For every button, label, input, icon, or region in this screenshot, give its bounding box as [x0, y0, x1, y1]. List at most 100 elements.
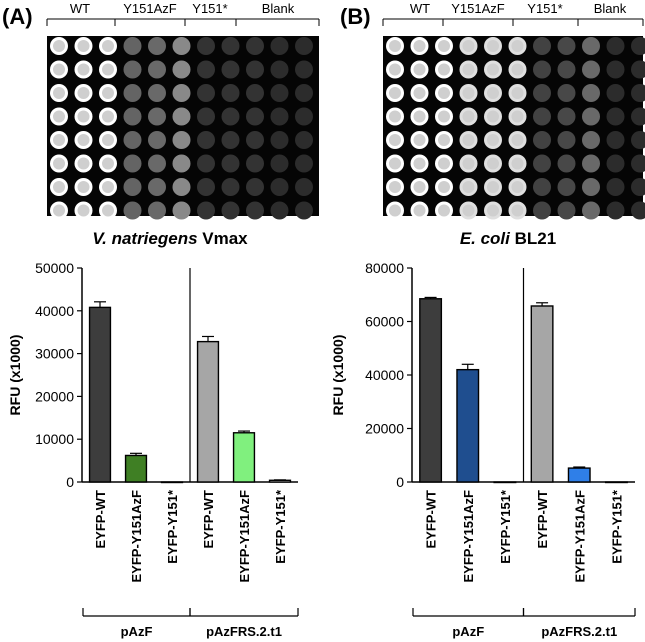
plate-well-core — [438, 40, 450, 52]
plate-well-core — [462, 204, 475, 217]
plate-well-core — [511, 204, 524, 217]
plate-well — [606, 131, 625, 149]
y-tick-label: 0 — [66, 474, 74, 490]
plate-well — [172, 201, 191, 220]
plate-well-core — [438, 134, 450, 146]
plate-well-core — [102, 87, 114, 99]
y-tick-label: 30000 — [35, 346, 74, 362]
plate-well — [246, 154, 264, 173]
plate-well — [246, 37, 264, 55]
plate-well-core — [487, 134, 499, 146]
plate-well-core — [102, 157, 114, 170]
plate-well — [172, 154, 191, 173]
plate-well — [606, 37, 625, 55]
plate-well — [533, 84, 551, 102]
plate-well — [270, 37, 289, 55]
y-tick-label: 10000 — [35, 431, 74, 447]
plate-column-label: Blank — [262, 1, 295, 16]
plate-well-core — [511, 110, 524, 123]
plate-well — [172, 60, 191, 79]
plate-well — [557, 37, 576, 55]
plate-well-core — [462, 63, 475, 76]
plate-well — [533, 131, 551, 149]
x-tick-label: EYFP-WT — [201, 490, 216, 549]
plate-well-core — [389, 157, 401, 170]
plate-well — [295, 154, 313, 173]
plate-well — [148, 201, 166, 220]
plate-well-core — [77, 87, 90, 99]
plate-well — [557, 201, 576, 220]
plate-well-core — [487, 204, 499, 217]
plate-well — [221, 154, 240, 173]
plate-well-core — [462, 157, 475, 170]
plate-well-core — [438, 63, 450, 76]
plate-well-core — [102, 63, 114, 76]
plate-well — [295, 60, 313, 79]
plate-well-core — [389, 181, 401, 193]
plate-well — [123, 131, 142, 149]
plate-well-core — [511, 157, 524, 170]
plate-well — [631, 84, 645, 102]
plate-column-label: Y151AzF — [451, 1, 505, 16]
plate-well — [295, 37, 313, 55]
plate-well-core — [438, 204, 450, 217]
plate-well-core — [77, 181, 90, 193]
plate-well-core — [462, 87, 475, 99]
plate-well — [148, 154, 166, 173]
plate-well-core — [389, 110, 401, 123]
plate-well-core — [413, 181, 426, 193]
plate-well-core — [413, 63, 426, 76]
plate-well — [172, 107, 191, 126]
bar — [493, 481, 517, 484]
plate-well — [631, 201, 645, 220]
plate-well — [221, 37, 240, 55]
plate-well — [557, 84, 576, 102]
plate-well — [197, 154, 215, 173]
plate-well — [123, 84, 142, 102]
plate-well-core — [413, 157, 426, 170]
strain-name: BL21 — [510, 229, 556, 248]
x-tick-label: EYFP-Y151* — [165, 489, 180, 564]
plate-well-core — [53, 134, 65, 146]
plate-well-core — [487, 157, 499, 170]
group-label: pAzF — [121, 624, 153, 639]
plate-well-core — [438, 87, 450, 99]
plate-well-core — [438, 110, 450, 123]
plate-well-core — [77, 204, 90, 217]
plate-well — [123, 201, 142, 220]
plate-well-core — [102, 110, 114, 123]
plate-well — [172, 37, 191, 55]
plate-well — [557, 154, 576, 173]
plate-well — [631, 60, 645, 79]
bar — [419, 298, 443, 483]
plate-well — [606, 60, 625, 79]
y-tick-label: 0 — [396, 474, 404, 490]
plate-well — [270, 131, 289, 149]
plate-well-core — [77, 63, 90, 76]
plate-well-core — [53, 157, 65, 170]
x-tick-label: EYFP-Y151* — [609, 489, 624, 564]
x-tick-label: EYFP-Y151* — [273, 489, 288, 564]
plate-well-core — [511, 63, 524, 76]
plate-well — [172, 84, 191, 102]
group-label: pAzFRS.2.t1 — [206, 624, 282, 639]
plate-well-core — [77, 157, 90, 170]
plate-well-core — [102, 204, 114, 217]
bar-chart-b: 0 20000 40000 60000 80000 RFU (x1000) EYFP-WT E… — [330, 260, 636, 639]
plate-well-core — [511, 134, 524, 146]
plate-well — [148, 107, 166, 126]
bar — [124, 454, 148, 483]
plate-well — [631, 107, 645, 126]
plate-well-core — [511, 181, 524, 193]
bar — [268, 479, 292, 483]
group-label: pAzF — [452, 624, 484, 639]
plate-well — [148, 131, 166, 149]
plate-well — [123, 154, 142, 173]
plate-well — [221, 60, 240, 79]
plate-well-core — [413, 204, 426, 217]
plate-well — [246, 60, 264, 79]
y-tick-label: 20000 — [35, 388, 74, 404]
plate-column-label: Y151AzF — [123, 1, 177, 16]
plate-well — [221, 131, 240, 149]
plate-well — [582, 107, 600, 126]
